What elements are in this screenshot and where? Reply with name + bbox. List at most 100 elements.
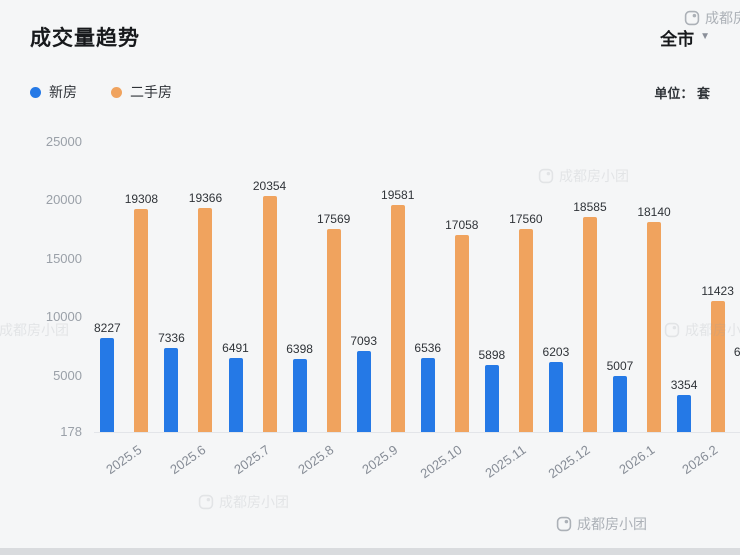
bar-column: 17058 bbox=[445, 142, 478, 432]
chart-legend: 新房 二手房 bbox=[30, 82, 172, 102]
y-tick-label: 178 bbox=[60, 424, 82, 439]
bar-group: 7336 19366 2025.6 bbox=[158, 142, 222, 477]
x-axis-label: 2025.8 bbox=[295, 442, 337, 478]
bar-new-house[interactable] bbox=[677, 394, 692, 432]
bar-column: 5898 bbox=[478, 142, 505, 432]
bar-value-label: 7093 bbox=[350, 334, 378, 349]
bar-second-hand[interactable] bbox=[454, 234, 469, 432]
page-edge-strip bbox=[0, 548, 740, 555]
bar-second-hand[interactable] bbox=[647, 222, 662, 432]
y-tick-label: 10000 bbox=[45, 309, 82, 325]
bar-second-hand[interactable] bbox=[518, 228, 533, 432]
bar-second-hand[interactable] bbox=[134, 208, 149, 432]
bar-column: 19581 bbox=[381, 142, 414, 432]
watermark-text: 成都房小团 bbox=[577, 516, 647, 532]
bar-column: 6203 bbox=[542, 142, 570, 432]
legend-marker-new-house bbox=[30, 86, 41, 98]
legend-marker-second-hand bbox=[111, 86, 122, 98]
bar-column: 6536 bbox=[414, 142, 441, 432]
bar-value-label: 17058 bbox=[445, 217, 479, 232]
bar-group: 5007 18140 2026.1 bbox=[606, 142, 671, 477]
y-tick-label: 25000 bbox=[45, 134, 82, 149]
x-axis-label: 2025.5 bbox=[103, 442, 145, 478]
bar-second-hand[interactable] bbox=[326, 228, 341, 432]
y-tick-label: 20000 bbox=[45, 192, 82, 208]
chevron-down-icon: ▼ bbox=[700, 31, 710, 42]
x-axis-label: 2025.7 bbox=[231, 442, 273, 478]
bar-value-label: 19308 bbox=[124, 191, 159, 206]
bar-column: 17560 bbox=[509, 142, 543, 432]
plot-area: 8227 19308 2025.5 7336 19366 2025.6 6491 20354 2… bbox=[94, 142, 740, 481]
bar-group: 3354 11423 2026.2 bbox=[670, 142, 734, 477]
region-selector[interactable]: 全市 ▼ bbox=[660, 25, 710, 50]
bar-second-hand[interactable] bbox=[198, 207, 213, 432]
bar-value-label: 5007 bbox=[606, 358, 634, 373]
bar-group: 8227 19308 2025.5 bbox=[94, 142, 158, 478]
bar-group: 6491 20354 2025.7 bbox=[222, 142, 287, 477]
bar-second-hand[interactable] bbox=[582, 216, 597, 432]
bar-column: 18140 bbox=[637, 142, 671, 432]
region-label: 全市 bbox=[660, 29, 695, 49]
watermark: 成都房小团 bbox=[198, 492, 289, 512]
unit-label: 单位： 套 bbox=[654, 85, 710, 101]
legend-row: 新房 二手房 单位： 套 bbox=[30, 82, 710, 102]
bar-column: 11423 bbox=[701, 142, 734, 432]
bar-group: 5898 17560 2025.11 bbox=[478, 142, 543, 481]
watermark-text: 成都房小团 bbox=[219, 494, 289, 510]
bar-new-house[interactable] bbox=[484, 365, 499, 432]
bar-value-label: 6536 bbox=[414, 340, 442, 355]
bar-value-label: 17569 bbox=[316, 211, 351, 226]
bar-new-house[interactable] bbox=[100, 337, 115, 432]
bar-group: 6203 18585 2025.12 bbox=[542, 142, 607, 481]
bar-value-label: 6203 bbox=[542, 344, 570, 359]
bar-new-house[interactable] bbox=[164, 348, 179, 432]
legend-item-second-hand[interactable]: 二手房 bbox=[111, 82, 172, 102]
bar-new-house[interactable] bbox=[292, 359, 307, 432]
bar-value-label: 20354 bbox=[252, 179, 287, 194]
bar-value-label: 3354 bbox=[670, 377, 698, 392]
bar-column: 7336 bbox=[158, 142, 185, 432]
bar-column: 3354 bbox=[670, 142, 698, 432]
bar-column: 18585 bbox=[573, 142, 607, 432]
x-axis-label: 2025.6 bbox=[167, 442, 209, 478]
bar-column: 19366 bbox=[189, 142, 222, 432]
page-title: 成交量趋势 bbox=[30, 27, 140, 50]
bar-column: 7093 bbox=[350, 142, 377, 432]
chart-panel: 成交量趋势 全市 ▼ 新房 二手房 单位： 套 25000 20000 15000 1… bbox=[30, 22, 740, 481]
bar-new-house[interactable] bbox=[548, 361, 563, 432]
bar-column: 5007 bbox=[606, 142, 634, 432]
bar-value-label: 5898 bbox=[478, 348, 506, 363]
bar-value-label: 11423 bbox=[701, 283, 734, 298]
bar-column: 8227 bbox=[94, 142, 121, 432]
bar-column: 6398 bbox=[286, 142, 313, 432]
x-axis-label: 2026.2 bbox=[679, 442, 721, 478]
bar-second-hand[interactable] bbox=[262, 196, 277, 432]
y-tick-label: 15000 bbox=[45, 250, 82, 266]
bar-second-hand[interactable] bbox=[390, 205, 405, 432]
bar-group: 6398 17569 2025.8 bbox=[286, 142, 350, 477]
bar-column: 6165 bbox=[734, 142, 740, 432]
bar-second-hand[interactable] bbox=[710, 300, 725, 432]
bar-column: 17569 bbox=[317, 142, 350, 432]
x-axis-label: 2025.12 bbox=[545, 442, 593, 482]
bar-column: 6491 bbox=[222, 142, 249, 432]
bar-new-house[interactable] bbox=[420, 357, 435, 432]
y-tick-label: 5000 bbox=[53, 367, 82, 383]
bar-new-house[interactable] bbox=[228, 358, 243, 432]
chart-header: 成交量趋势 全市 ▼ bbox=[30, 22, 710, 52]
bar-value-label: 19366 bbox=[188, 190, 223, 205]
brand-logo-icon bbox=[556, 516, 572, 532]
chart-body: 25000 20000 15000 10000 5000 178 8227 19308 202… bbox=[30, 135, 740, 481]
bar-value-label: 6398 bbox=[286, 342, 313, 357]
bar-value-label: 17560 bbox=[509, 211, 543, 226]
bar-new-house[interactable] bbox=[612, 375, 627, 432]
x-axis-label: 2025.11 bbox=[482, 442, 529, 481]
bar-new-house[interactable] bbox=[356, 351, 371, 432]
legend-label: 新房 bbox=[49, 84, 77, 100]
bar-value-label: 8227 bbox=[94, 320, 121, 335]
bar-column: 19308 bbox=[125, 142, 158, 432]
x-axis-label: 2025.9 bbox=[359, 442, 401, 478]
bar-value-label: 18585 bbox=[573, 199, 607, 214]
bar-group: 7093 19581 2025.9 bbox=[350, 142, 414, 477]
legend-item-new-house[interactable]: 新房 bbox=[30, 82, 77, 102]
